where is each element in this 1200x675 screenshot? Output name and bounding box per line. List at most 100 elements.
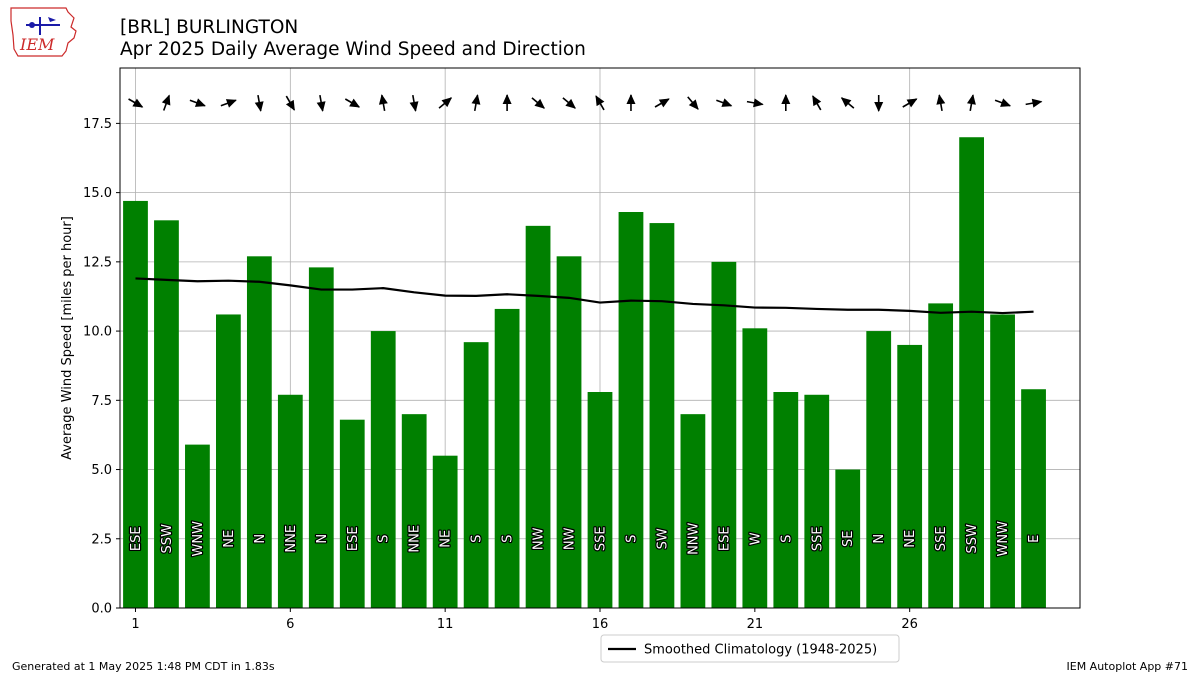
- direction-label-day-8: ESE: [346, 526, 361, 551]
- direction-arrow-day-21: [746, 98, 764, 108]
- direction-label-day-11: NE: [439, 530, 454, 548]
- iem-logo: IEM: [8, 5, 80, 59]
- bar-day-5: [246, 256, 272, 608]
- climatology-line-layer: [135, 277, 1034, 315]
- bar-day-29: [990, 314, 1015, 608]
- bar-day-22: [773, 392, 799, 608]
- footer-generated: Generated at 1 May 2025 1:48 PM CDT in 1…: [12, 660, 275, 673]
- direction-label-day-4: NE: [222, 530, 237, 548]
- direction-arrow-day-3: [189, 98, 206, 107]
- direction-arrow-day-9: [378, 94, 388, 112]
- y-tick-label: 17.5: [83, 117, 112, 132]
- direction-label-day-23: SSE: [810, 526, 825, 551]
- bar-day-20: [711, 261, 737, 608]
- direction-label-day-15: NW: [563, 527, 578, 550]
- direction-label-day-2: SSW: [160, 524, 175, 554]
- y-tick-label: 7.5: [91, 394, 112, 409]
- bar-day-13: [494, 308, 520, 608]
- x-tick-label: 1: [131, 617, 139, 632]
- direction-arrow-day-15: [562, 97, 576, 109]
- climatology-line: [135, 277, 1034, 315]
- y-tick-label: 5.0: [91, 463, 112, 478]
- direction-label-day-10: NNE: [408, 525, 423, 553]
- bar-day-19: [680, 414, 706, 608]
- y-axis-label: Average Wind Speed [miles per hour]: [60, 216, 75, 460]
- bar-day-4: [216, 314, 241, 608]
- direction-label-day-6: NNE: [284, 525, 299, 553]
- x-tick-label: 11: [437, 617, 454, 632]
- direction-arrow-day-14: [531, 97, 545, 109]
- direction-label-day-29: WNW: [996, 521, 1011, 557]
- bar-day-15: [556, 256, 582, 608]
- y-tick-label: 10.0: [83, 325, 112, 340]
- direction-label-day-1: ESE: [129, 526, 144, 551]
- bar-day-9: [370, 331, 396, 608]
- x-tick-label: 16: [592, 617, 609, 632]
- direction-arrow-day-1: [128, 98, 144, 108]
- direction-label-day-30: E: [1027, 535, 1042, 543]
- bar-day-8: [339, 419, 365, 608]
- direction-arrow-day-22: [781, 94, 791, 111]
- direction-arrow-day-10: [409, 94, 419, 112]
- direction-arrow-day-5: [254, 94, 264, 112]
- footer-app: IEM Autoplot App #71: [1066, 660, 1189, 673]
- direction-label-day-14: NW: [532, 527, 547, 550]
- bar-day-3: [185, 444, 210, 608]
- bars: [123, 137, 1046, 609]
- y-tick-label: 15.0: [83, 186, 112, 201]
- direction-label-day-12: S: [470, 535, 485, 543]
- direction-arrow-day-12: [471, 94, 481, 112]
- direction-arrow-day-11: [438, 97, 453, 109]
- bar-day-26: [897, 344, 923, 608]
- direction-label-day-25: N: [872, 534, 887, 544]
- direction-label-day-28: SSW: [965, 524, 980, 554]
- legend: Smoothed Climatology (1948-2025): [600, 634, 900, 663]
- direction-arrow-day-6: [285, 95, 296, 111]
- direction-label-day-3: WNW: [191, 521, 206, 557]
- direction-arrow-day-23: [812, 95, 822, 111]
- direction-label-day-20: ESE: [717, 526, 732, 551]
- direction-arrow-day-8: [344, 98, 361, 108]
- bar-day-10: [401, 414, 427, 608]
- direction-arrow-day-4: [220, 99, 237, 108]
- direction-label-day-27: SSE: [934, 526, 949, 551]
- direction-arrow-day-29: [994, 98, 1012, 107]
- direction-arrow-day-13: [502, 94, 512, 111]
- direction-label-day-18: SW: [655, 528, 670, 549]
- direction-label-day-21: W: [748, 532, 763, 545]
- y-tick-label: 0.0: [91, 602, 112, 617]
- bar-day-1: [123, 200, 148, 608]
- bar-day-17: [618, 212, 644, 608]
- bar-day-25: [866, 331, 892, 608]
- bar-day-14: [525, 225, 551, 608]
- bar-day-11: [432, 455, 458, 608]
- direction-label-day-22: S: [779, 535, 794, 543]
- bar-day-18: [649, 223, 675, 609]
- bar-day-28: [959, 137, 984, 608]
- direction-arrow-day-17: [626, 94, 636, 111]
- chart-title: [BRL] BURLINGTON: [120, 17, 299, 38]
- direction-arrow-day-30: [1025, 98, 1043, 108]
- direction-arrow-day-25: [874, 95, 884, 112]
- bar-day-16: [587, 392, 613, 608]
- bar-day-6: [277, 394, 303, 608]
- direction-label-day-19: NNW: [686, 522, 701, 554]
- bar-day-30: [1021, 389, 1046, 608]
- direction-arrow-day-18: [654, 98, 670, 108]
- direction-label-day-24: SE: [841, 531, 856, 547]
- x-tick-label: 26: [901, 617, 918, 632]
- legend-label: Smoothed Climatology (1948-2025): [644, 643, 877, 658]
- direction-label-day-9: S: [377, 535, 392, 543]
- bar-day-27: [928, 303, 954, 608]
- svg-text:IEM: IEM: [19, 35, 55, 54]
- bar-day-23: [804, 394, 830, 608]
- direction-arrow-day-24: [840, 97, 855, 109]
- direction-label-day-13: S: [501, 535, 516, 543]
- direction-arrow-day-20: [716, 98, 733, 107]
- direction-arrow-day-2: [161, 94, 171, 111]
- direction-arrow-day-28: [967, 94, 976, 112]
- y-tick-label: 2.5: [91, 532, 112, 547]
- bar-day-24: [835, 469, 861, 608]
- x-tick-label: 21: [747, 617, 764, 632]
